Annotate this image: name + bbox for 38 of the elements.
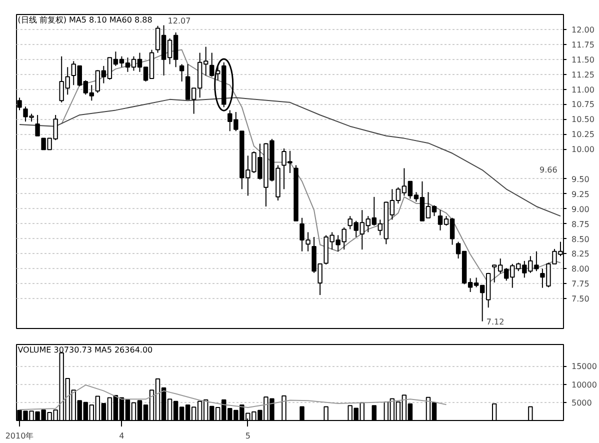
- bar: [528, 406, 533, 420]
- y-tick-label: 10.25: [572, 130, 594, 140]
- annotation: 9.66: [540, 165, 558, 174]
- chart-title: (日线 前复权) MA5 8.10 MA60 8.88: [18, 16, 152, 24]
- bar: [492, 403, 497, 420]
- x-tick-label: 2010年: [5, 432, 34, 440]
- x-tick-label: 5: [245, 432, 250, 440]
- line-series: [19, 384, 447, 410]
- y-tick-label: 7.50: [572, 294, 590, 304]
- y-tick-label: 10.00: [572, 145, 594, 154]
- y-tick-label: 8.75: [572, 220, 590, 229]
- y-tick-label: 12.00: [572, 25, 594, 34]
- bar: [282, 395, 286, 420]
- y-tick-label: 11.25: [572, 70, 594, 80]
- y-tick-label: 10.75: [572, 100, 594, 110]
- y-tick-label: 8.25: [572, 250, 590, 259]
- y-tick-label: 9.00: [572, 204, 590, 214]
- annotation: 7.12: [486, 317, 504, 326]
- candlestick: [35, 114, 40, 136]
- bar: [372, 405, 377, 420]
- y-tick-label: 11.00: [572, 85, 594, 94]
- y-tick-label: 8.50: [572, 234, 590, 244]
- y-tick-label: 5000: [572, 398, 592, 408]
- y-tick-label: 15000: [572, 362, 597, 372]
- y-tick-label: 9.25: [572, 190, 590, 199]
- x-tick-label: 4: [119, 432, 124, 440]
- annotation: 12.07: [168, 16, 191, 26]
- y-tick-label: 11.75: [572, 40, 594, 50]
- candlestick: [179, 64, 184, 82]
- y-tick-label: 10.50: [572, 115, 594, 124]
- bar: [300, 406, 304, 420]
- y-tick-label: 7.75: [572, 280, 590, 289]
- y-tick-label: 9.50: [572, 174, 590, 184]
- y-tick-label: 10000: [572, 380, 597, 390]
- annotation: VOLUME 30730.73 MA5 26364.00: [18, 346, 153, 354]
- bar: [324, 406, 328, 420]
- y-tick-label: 11.50: [572, 55, 594, 64]
- y-tick-label: 8.00: [572, 264, 590, 274]
